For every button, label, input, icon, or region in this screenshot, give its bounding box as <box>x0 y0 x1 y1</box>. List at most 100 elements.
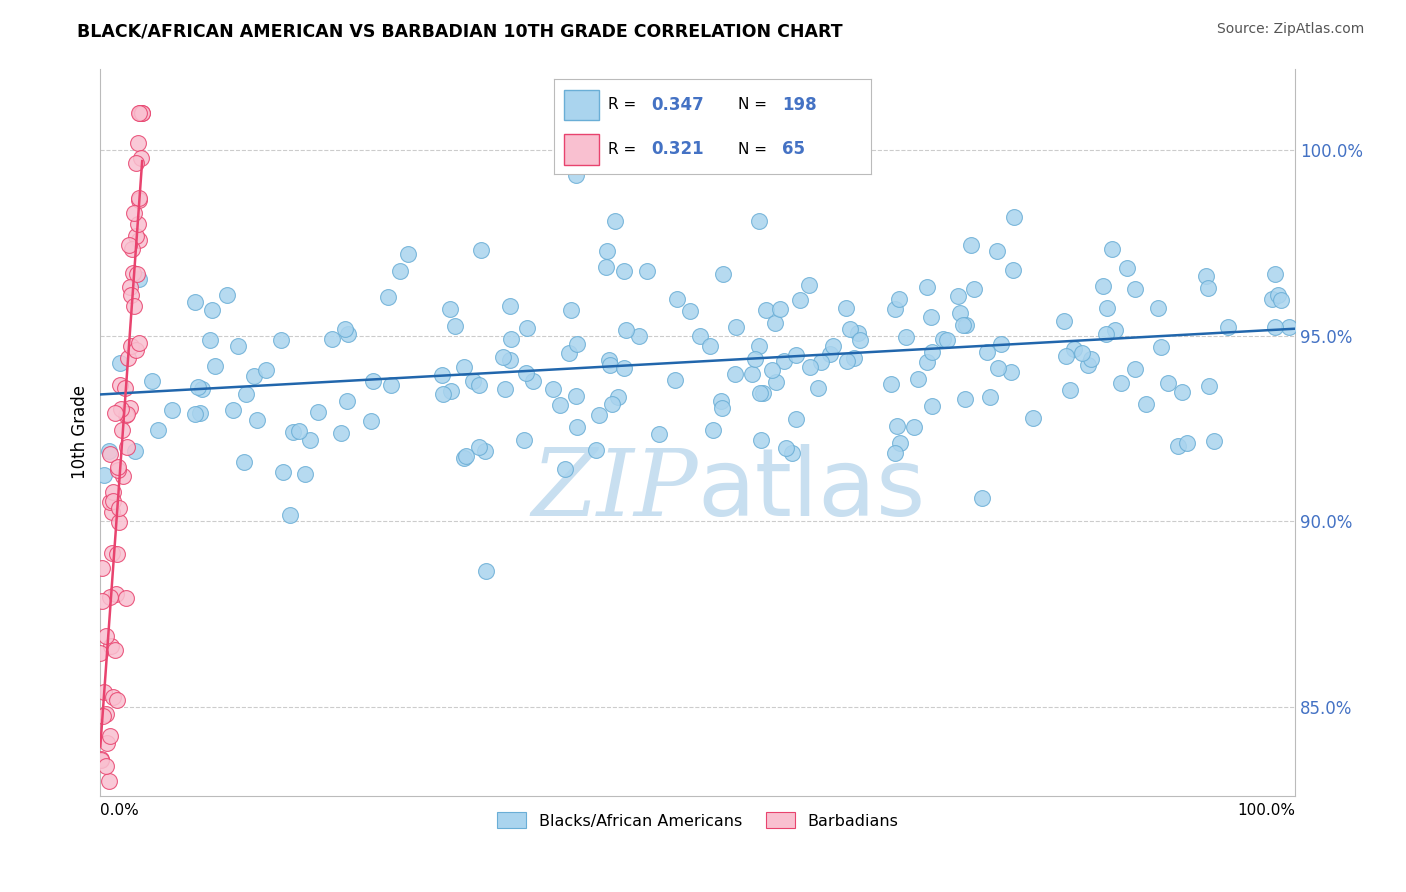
Point <box>636 263 658 277</box>
Point <box>396 247 419 261</box>
Point <box>1267 288 1289 302</box>
Point <box>228 339 250 353</box>
Point <box>184 295 207 310</box>
Point <box>1150 340 1173 354</box>
Point <box>773 354 796 368</box>
Point <box>1095 301 1118 316</box>
Point <box>1116 261 1139 276</box>
Point <box>120 287 142 301</box>
Point <box>1077 358 1099 372</box>
Point <box>117 440 139 454</box>
Point <box>93 685 115 699</box>
Text: Source: ZipAtlas.com: Source: ZipAtlas.com <box>1216 22 1364 37</box>
Point <box>201 303 224 318</box>
Point <box>1104 323 1126 337</box>
Point <box>1059 383 1081 397</box>
Point <box>1109 376 1132 390</box>
Point <box>184 407 207 421</box>
Point <box>107 460 129 475</box>
Point <box>188 405 211 419</box>
Point <box>627 329 650 343</box>
Point <box>769 301 792 316</box>
Point <box>1264 320 1286 334</box>
Point <box>797 277 820 292</box>
Point <box>98 494 121 508</box>
Point <box>1198 379 1220 393</box>
Point <box>541 382 564 396</box>
Point <box>105 692 128 706</box>
Point <box>128 233 150 247</box>
Point <box>114 381 136 395</box>
Point <box>463 374 485 388</box>
Point <box>990 336 1012 351</box>
Point <box>121 266 143 280</box>
Point <box>596 244 619 259</box>
Point <box>94 629 117 643</box>
Point <box>440 384 463 398</box>
Point <box>1091 278 1114 293</box>
Point <box>94 758 117 772</box>
Point <box>91 561 114 575</box>
Point <box>785 348 807 362</box>
Point <box>844 351 866 366</box>
Point <box>710 393 733 408</box>
Point <box>741 367 763 381</box>
Point <box>1002 210 1025 224</box>
Point <box>522 375 544 389</box>
Point <box>1054 349 1077 363</box>
Point <box>294 467 316 482</box>
Point <box>565 336 588 351</box>
Point <box>125 343 148 357</box>
Point <box>98 773 121 788</box>
Point <box>835 353 858 368</box>
Point <box>128 106 150 120</box>
Point <box>337 326 360 341</box>
Point <box>117 407 139 421</box>
Point <box>128 191 150 205</box>
Point <box>810 355 832 369</box>
Point <box>915 280 938 294</box>
Text: BLACK/AFRICAN AMERICAN VS BARBADIAN 10TH GRADE CORRELATION CHART: BLACK/AFRICAN AMERICAN VS BARBADIAN 10TH… <box>77 22 844 40</box>
Point <box>108 356 131 370</box>
Point <box>128 272 150 286</box>
Point <box>453 359 475 374</box>
Point <box>724 320 747 334</box>
Point <box>90 753 112 767</box>
Point <box>883 446 905 460</box>
Legend: Blacks/African Americans, Barbadians: Blacks/African Americans, Barbadians <box>491 805 904 835</box>
Point <box>100 639 122 653</box>
Point <box>613 361 636 376</box>
Point <box>780 446 803 460</box>
Point <box>98 729 121 743</box>
Text: 0.0%: 0.0% <box>100 803 139 818</box>
Point <box>952 318 974 333</box>
Point <box>110 402 132 417</box>
Point <box>1264 268 1286 282</box>
Point <box>278 508 301 523</box>
Point <box>118 238 141 252</box>
Point <box>785 412 807 426</box>
Point <box>101 690 124 705</box>
Text: 100.0%: 100.0% <box>1237 803 1295 818</box>
Point <box>128 335 150 350</box>
Point <box>246 413 269 427</box>
Point <box>200 333 222 347</box>
Point <box>89 646 111 660</box>
Point <box>986 244 1008 258</box>
Point <box>124 444 146 458</box>
Point <box>748 213 770 227</box>
Point <box>846 326 869 340</box>
Point <box>128 193 150 207</box>
Point <box>744 351 766 366</box>
Point <box>970 491 993 505</box>
Point <box>664 373 686 387</box>
Point <box>281 425 304 439</box>
Point <box>453 451 475 466</box>
Point <box>1101 242 1123 256</box>
Point <box>1000 365 1022 379</box>
Point <box>204 359 226 373</box>
Point <box>333 322 356 336</box>
Point <box>121 242 143 256</box>
Point <box>127 136 149 150</box>
Point <box>439 302 461 317</box>
